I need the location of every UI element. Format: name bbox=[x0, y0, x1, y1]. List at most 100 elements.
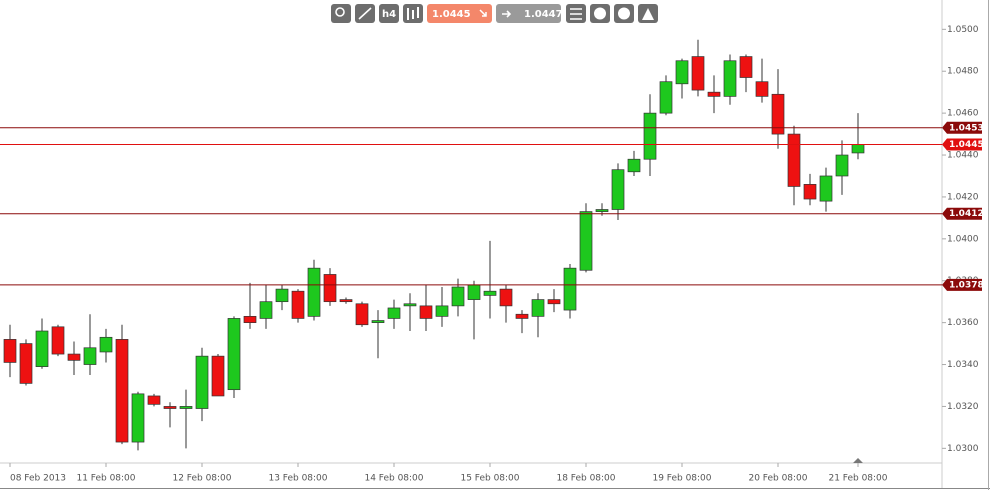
candle-body bbox=[643, 112, 657, 160]
candle-body bbox=[787, 133, 801, 187]
candle-body bbox=[259, 301, 273, 319]
candle-body bbox=[467, 284, 481, 300]
icon bbox=[502, 10, 512, 18]
candle-body bbox=[387, 307, 401, 319]
x-tick-label: 18 Feb 08:00 bbox=[556, 474, 615, 484]
y-tick-label: 1.0340 bbox=[947, 360, 979, 370]
price-badge bbox=[942, 121, 982, 134]
y-tick-label: 1.0360 bbox=[947, 318, 979, 328]
candle-body bbox=[243, 315, 257, 323]
price-badge bbox=[942, 138, 982, 151]
candle-body bbox=[307, 267, 321, 317]
timeframe: h4 bbox=[382, 9, 396, 20]
x-tick-label: 11 Feb 08:00 bbox=[76, 474, 135, 484]
candle-body bbox=[99, 336, 113, 353]
candle-body bbox=[115, 339, 129, 443]
candle-body bbox=[291, 290, 305, 319]
candle-body bbox=[51, 326, 65, 355]
candle-body bbox=[499, 288, 513, 307]
current-marker bbox=[853, 458, 863, 463]
price-badge-label: 1.0378 bbox=[949, 280, 984, 290]
buy-price: 1.0447 bbox=[524, 9, 563, 20]
candle-body bbox=[403, 303, 417, 307]
candle-body bbox=[771, 93, 785, 135]
x-tick-label: 15 Feb 08:00 bbox=[460, 474, 519, 484]
candle-body bbox=[275, 288, 289, 303]
candle-body bbox=[355, 303, 369, 326]
candle-body bbox=[323, 274, 337, 303]
sell-button[interactable] bbox=[427, 4, 492, 23]
candle-body bbox=[211, 355, 225, 397]
y-tick-label: 1.0420 bbox=[947, 192, 979, 202]
candle-body bbox=[67, 353, 81, 361]
candle-body bbox=[163, 406, 177, 409]
candle-body bbox=[531, 299, 545, 317]
x-tick-label: 13 Feb 08:00 bbox=[268, 474, 327, 484]
x-tick-label: 20 Feb 08:00 bbox=[748, 474, 807, 484]
x-tick-label: 14 Feb 08:00 bbox=[364, 474, 423, 484]
candle-body bbox=[851, 144, 865, 154]
candle-body bbox=[83, 347, 97, 365]
candle-body bbox=[339, 299, 353, 303]
icon bbox=[335, 7, 345, 17]
candle-body bbox=[435, 305, 449, 317]
candle-body bbox=[547, 299, 561, 305]
icon bbox=[642, 8, 654, 20]
candle-body bbox=[611, 169, 625, 210]
y-tick-label: 1.0300 bbox=[947, 444, 979, 454]
buy-button[interactable] bbox=[496, 4, 561, 23]
y-tick-label: 1.0460 bbox=[947, 109, 979, 119]
icon bbox=[358, 7, 372, 20]
price-badge-label: 1.0412 bbox=[949, 209, 984, 219]
sell-price: 1.0445 bbox=[432, 9, 471, 20]
candle-body bbox=[483, 290, 497, 296]
price-badge-label: 1.0445 bbox=[949, 140, 984, 150]
candle-body bbox=[451, 286, 465, 307]
candle-body bbox=[419, 305, 433, 319]
candle-body bbox=[19, 343, 33, 384]
candle-body bbox=[371, 320, 385, 323]
candle-body bbox=[147, 395, 161, 405]
x-tick-label: 08 Feb 2013 bbox=[10, 474, 66, 484]
candle-body bbox=[131, 393, 145, 443]
price-badge bbox=[942, 207, 982, 220]
candle-body bbox=[627, 158, 641, 173]
y-tick-label: 1.0480 bbox=[947, 67, 979, 77]
candle-body bbox=[3, 339, 17, 363]
icon bbox=[594, 7, 606, 20]
candle-body bbox=[835, 154, 849, 177]
x-tick-label: 19 Feb 08:00 bbox=[652, 474, 711, 484]
y-tick-label: 1.0400 bbox=[947, 234, 979, 244]
candle-body bbox=[515, 313, 529, 319]
icon bbox=[618, 7, 630, 20]
candle-body bbox=[195, 355, 209, 409]
candle-body bbox=[739, 56, 753, 78]
price-badge bbox=[942, 278, 982, 291]
icon bbox=[570, 8, 582, 20]
candle-body bbox=[803, 184, 817, 200]
candle-body bbox=[579, 211, 593, 271]
y-tick-label: 1.0500 bbox=[947, 25, 979, 35]
y-tick-label: 1.0440 bbox=[947, 151, 979, 161]
candle-body bbox=[35, 330, 49, 367]
candle-body bbox=[675, 60, 689, 85]
timeframe-button[interactable] bbox=[379, 4, 399, 23]
candle-body bbox=[659, 81, 673, 114]
toolbar: h4 1.0445 1.0447 bbox=[331, 4, 658, 23]
candle-body bbox=[755, 81, 769, 97]
x-tick-label: 12 Feb 08:00 bbox=[172, 474, 231, 484]
y-tick-label: 1.0320 bbox=[947, 402, 979, 412]
x-tick-label: 21 Feb 08:00 bbox=[828, 474, 887, 484]
zoom-button[interactable] bbox=[331, 4, 351, 23]
candle-body bbox=[723, 60, 737, 97]
icon bbox=[407, 7, 419, 20]
candle-body bbox=[595, 209, 609, 212]
candle-body bbox=[179, 406, 193, 409]
candle-body bbox=[691, 56, 705, 91]
candle-body bbox=[819, 175, 833, 202]
candle-body bbox=[227, 318, 241, 391]
price-badge-label: 1.0453 bbox=[949, 123, 984, 133]
candle-body bbox=[563, 267, 577, 311]
